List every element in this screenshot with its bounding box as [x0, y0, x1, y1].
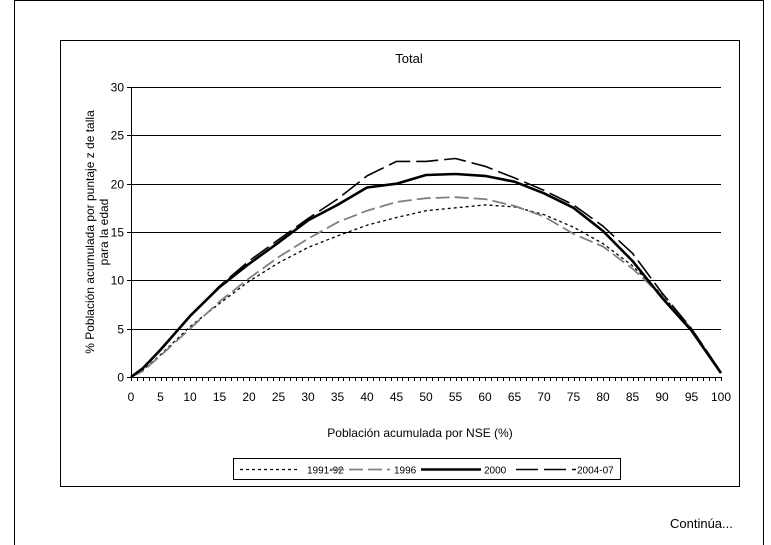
x-tick-label-55: 55: [449, 390, 463, 404]
y-axis-label-line-2: para la edad: [97, 199, 111, 266]
x-tick-label-5: 5: [157, 390, 164, 404]
legend: 1991-92 1996 2000 2004-07: [233, 458, 621, 480]
y-tick-label-0: 0: [117, 371, 124, 385]
x-tick-label-90: 90: [655, 390, 669, 404]
x-tick-label-80: 80: [596, 390, 610, 404]
legend-label-2000: 2000: [484, 466, 507, 477]
x-tick-label-100: 100: [711, 390, 731, 404]
x-tick-label-15: 15: [213, 390, 227, 404]
x-tick-labels: 0 5 10 15 20 25 30 35 40 45 50 55 60 65 70 75 80 85 90 95 10…: [128, 390, 732, 404]
y-tick-label-10: 10: [111, 274, 125, 288]
legend-label-1996: 1996: [394, 466, 417, 477]
x-tick-label-95: 95: [685, 390, 699, 404]
series-lines: [130, 157, 723, 379]
page-frame: [14, 0, 764, 545]
legend-label-1991-92: 1991-92: [307, 466, 344, 477]
y-axis-label-line-1: % Población acumulada por puntaje z de t…: [83, 110, 97, 354]
continued-note: Continúa...: [670, 516, 733, 531]
y-tick-label-30: 30: [111, 81, 125, 95]
x-tick-label-35: 35: [331, 390, 345, 404]
x-tick-label-20: 20: [242, 390, 256, 404]
x-tick-label-85: 85: [626, 390, 640, 404]
axes: [127, 87, 722, 381]
x-tick-label-60: 60: [478, 390, 492, 404]
series-line-1991-92: [130, 204, 722, 378]
x-tick-label-0: 0: [128, 390, 135, 404]
x-tick-label-40: 40: [360, 390, 374, 404]
y-tick-label-20: 20: [111, 178, 125, 192]
chart-border: [60, 40, 740, 487]
y-tick-label-25: 25: [111, 129, 125, 143]
grid: [131, 87, 721, 330]
x-tick-label-65: 65: [508, 390, 522, 404]
x-tick-label-45: 45: [390, 390, 404, 404]
x-tick-label-30: 30: [301, 390, 315, 404]
y-tick-label-15: 15: [111, 226, 125, 240]
series-line-2000: [130, 172, 723, 379]
x-tick-label-75: 75: [567, 390, 581, 404]
legend-label-2004-07: 2004-07: [577, 466, 614, 477]
chart-title: Total: [395, 51, 423, 66]
x-tick-label-70: 70: [537, 390, 551, 404]
y-tick-labels: 0 5 10 15 20 25 30: [111, 81, 125, 385]
x-axis-label: Población acumulada por NSE (%): [327, 426, 512, 440]
y-tick-label-5: 5: [117, 323, 124, 337]
x-tick-label-25: 25: [272, 390, 286, 404]
x-tick-label-50: 50: [419, 390, 433, 404]
x-tick-label-10: 10: [183, 390, 197, 404]
series-line-1996: [130, 196, 722, 378]
